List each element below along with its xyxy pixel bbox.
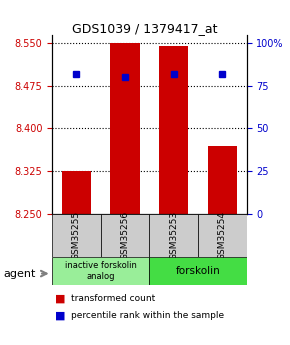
Text: GSM35256: GSM35256 (121, 211, 130, 260)
Text: ■: ■ (55, 311, 66, 321)
Text: forskolin: forskolin (175, 266, 220, 276)
Text: GSM35254: GSM35254 (218, 211, 227, 260)
Text: transformed count: transformed count (71, 294, 155, 303)
Text: GSM35253: GSM35253 (169, 211, 178, 260)
Bar (208, 146, 237, 214)
FancyBboxPatch shape (52, 214, 101, 257)
Text: inactive forskolin
analog: inactive forskolin analog (65, 261, 137, 280)
Text: percentile rank within the sample: percentile rank within the sample (71, 311, 224, 320)
FancyBboxPatch shape (149, 257, 246, 285)
Text: agent: agent (3, 269, 35, 278)
Bar (110, 43, 140, 214)
FancyBboxPatch shape (198, 214, 246, 257)
Bar (62, 171, 91, 214)
FancyBboxPatch shape (101, 214, 149, 257)
Text: GDS1039 / 1379417_at: GDS1039 / 1379417_at (72, 22, 218, 36)
Text: GSM35255: GSM35255 (72, 211, 81, 260)
Bar (159, 46, 188, 214)
Text: ■: ■ (55, 294, 66, 303)
FancyBboxPatch shape (52, 257, 149, 285)
FancyBboxPatch shape (149, 214, 198, 257)
